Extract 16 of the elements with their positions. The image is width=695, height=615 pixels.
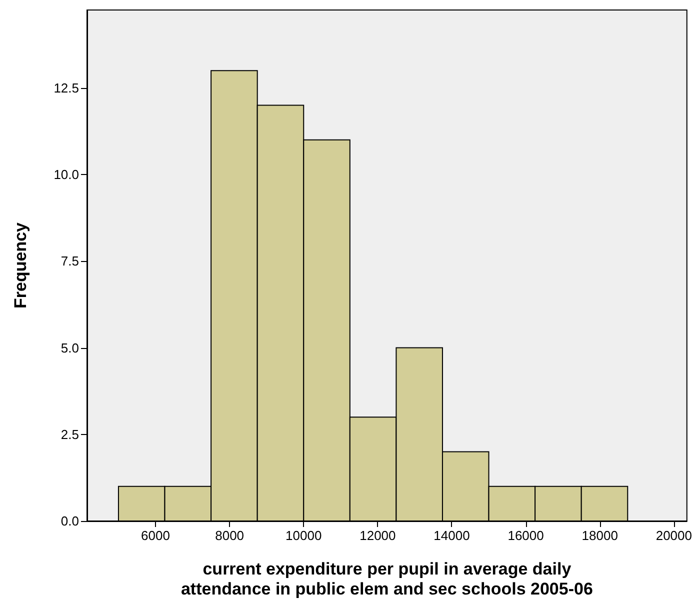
x-tick-label: 14000 bbox=[434, 528, 470, 543]
x-tick-label: 20000 bbox=[656, 528, 692, 543]
y-axis-title: Frequency bbox=[11, 222, 30, 308]
y-tick-label: 12.5 bbox=[54, 80, 79, 96]
y-tick-label: 7.5 bbox=[60, 254, 79, 269]
x-tick-label: 18000 bbox=[582, 528, 618, 543]
y-tick-label: 2.5 bbox=[60, 426, 79, 442]
y-tick-label: 0.0 bbox=[60, 514, 79, 528]
x-tick-label: 6000 bbox=[141, 528, 170, 543]
x-tick-label: 16000 bbox=[508, 528, 544, 543]
y-tick-label: 10.0 bbox=[54, 167, 79, 182]
y-tick-label: 5.0 bbox=[60, 340, 79, 356]
x-axis-title: current expenditure per pupil in average daily attendance in public elem and sec schools 2005-06 bbox=[180, 560, 593, 598]
x-tick-label: 12000 bbox=[360, 528, 396, 543]
x-tick-label: 10000 bbox=[286, 528, 322, 543]
x-tick-label: 8000 bbox=[215, 528, 244, 543]
